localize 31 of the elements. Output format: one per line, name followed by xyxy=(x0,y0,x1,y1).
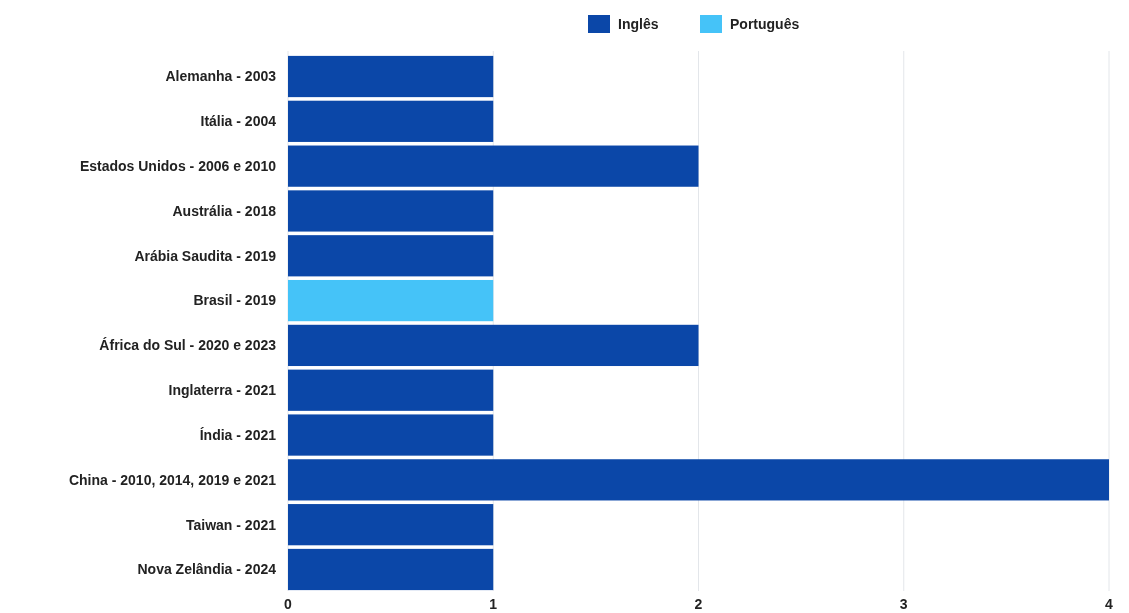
legend-label: Inglês xyxy=(618,15,659,32)
y-tick-label: África do Sul - 2020 e 2023 xyxy=(99,337,277,354)
bar xyxy=(288,55,494,98)
y-tick-label: Alemanha - 2003 xyxy=(165,68,277,85)
x-tick-label: 4 xyxy=(1105,596,1114,612)
bar xyxy=(288,369,494,411)
bar xyxy=(288,279,494,322)
bar xyxy=(288,100,494,142)
y-tick-label: Nova Zelândia - 2024 xyxy=(137,561,277,578)
x-tick-label: 3 xyxy=(899,596,908,612)
x-tick-label: 0 xyxy=(284,596,293,612)
x-tick-label: 2 xyxy=(694,596,703,612)
y-tick-label: Arábia Saudita - 2019 xyxy=(134,247,277,264)
x-tick-label: 1 xyxy=(489,596,498,612)
bar xyxy=(288,414,494,456)
bar xyxy=(288,190,494,232)
y-tick-label: Inglaterra - 2021 xyxy=(168,382,277,399)
y-tick-label: Estados Unidos - 2006 e 2010 xyxy=(79,158,277,175)
y-tick-label: China - 2010, 2014, 2019 e 2021 xyxy=(68,471,277,488)
y-tick-label: Austrália - 2018 xyxy=(172,202,277,219)
y-tick-label: Índia - 2021 xyxy=(199,426,277,443)
y-tick-label: Brasil - 2019 xyxy=(193,292,277,309)
bar xyxy=(288,459,1109,501)
y-tick-label: Taiwan - 2021 xyxy=(185,516,277,533)
y-tick-label: Itália - 2004 xyxy=(200,113,277,130)
bar xyxy=(288,548,494,591)
bar xyxy=(288,324,699,367)
bar xyxy=(288,145,699,187)
bar xyxy=(288,504,494,546)
legend-label: Português xyxy=(730,15,800,32)
bar xyxy=(288,235,494,277)
